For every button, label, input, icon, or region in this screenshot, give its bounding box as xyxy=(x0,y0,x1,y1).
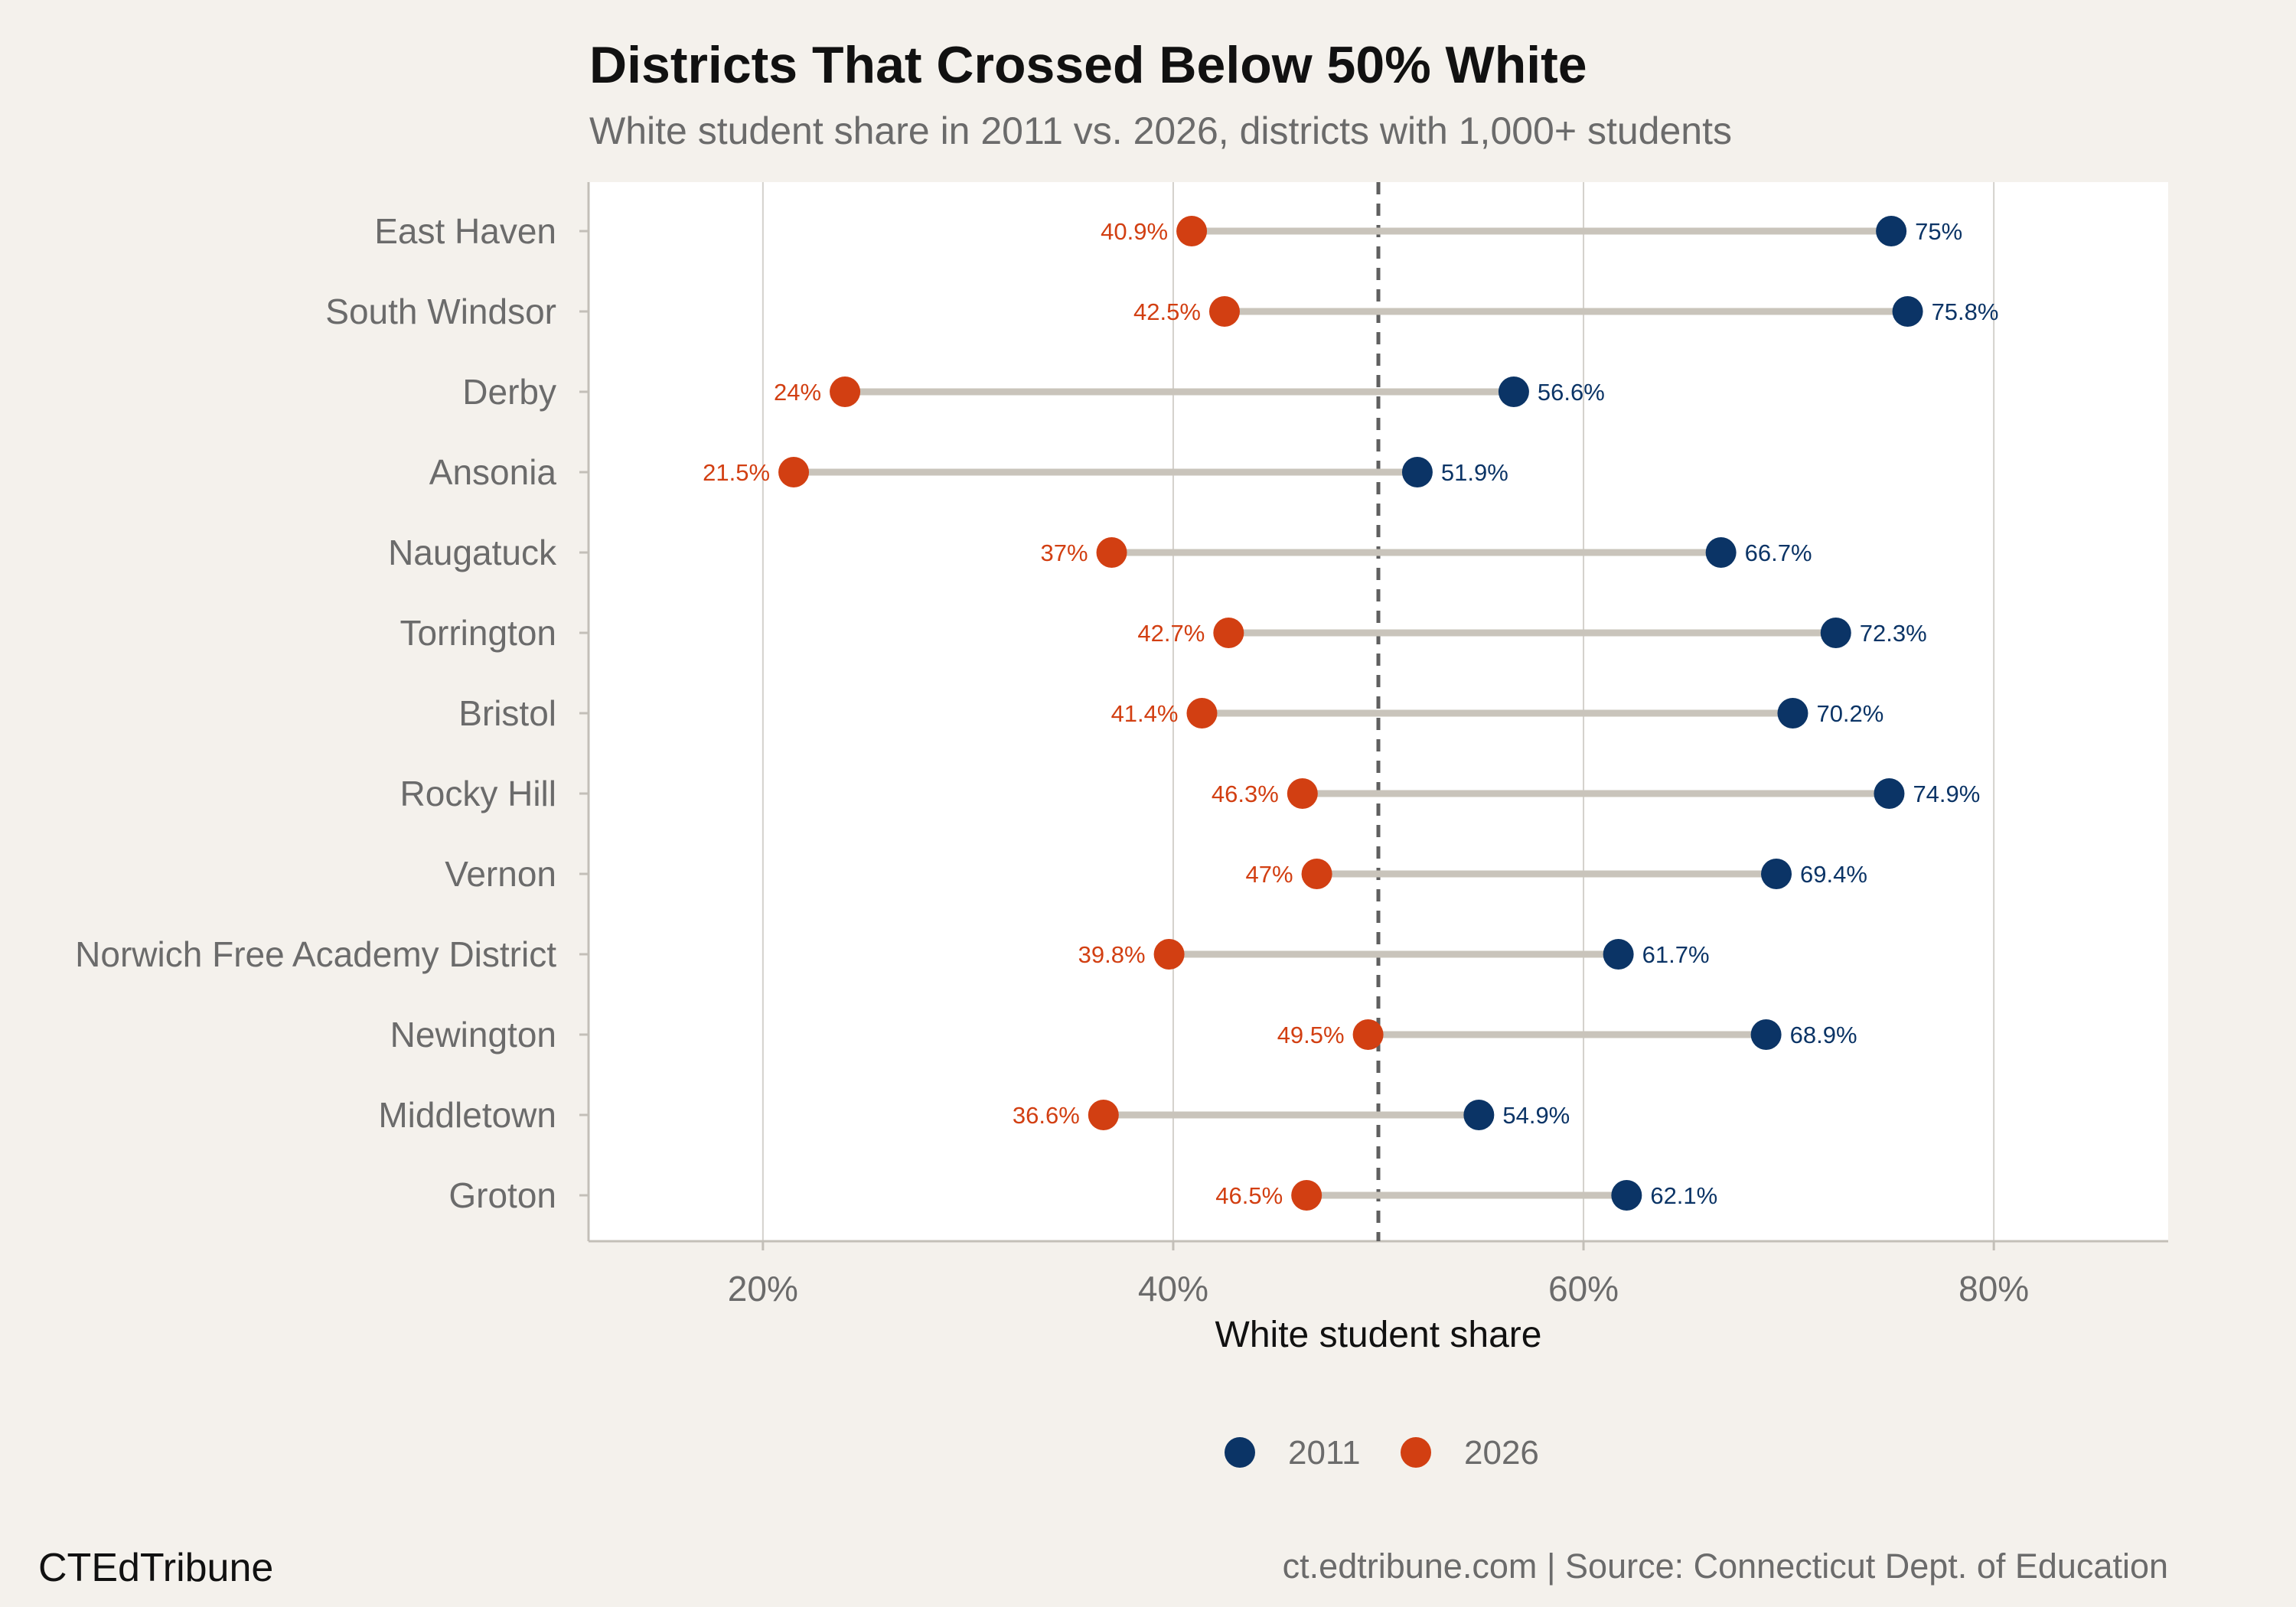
point-2026 xyxy=(1291,1180,1322,1211)
data-label-2011: 54.9% xyxy=(1502,1102,1570,1129)
point-2026 xyxy=(1153,939,1185,970)
x-tick-label: 20% xyxy=(728,1269,798,1309)
point-2026 xyxy=(830,376,861,407)
point-2026 xyxy=(1352,1019,1384,1050)
legend-label-2026: 2026 xyxy=(1464,1434,1539,1472)
data-label-2026: 46.3% xyxy=(1212,781,1279,807)
brand-label: CTEdTribune xyxy=(38,1546,273,1590)
data-label-2026: 47% xyxy=(1246,861,1293,888)
point-2011 xyxy=(1463,1100,1495,1130)
point-2026 xyxy=(1176,216,1208,246)
data-label-2011: 66.7% xyxy=(1745,539,1812,566)
data-label-2026: 41.4% xyxy=(1111,700,1179,727)
point-2026 xyxy=(778,457,810,487)
category-label: Bristol xyxy=(458,693,556,733)
category-label: Norwich Free Academy District xyxy=(75,934,556,974)
point-2026 xyxy=(1208,296,1240,327)
legend-swatch-2011 xyxy=(1225,1437,1255,1468)
data-label-2026: 37% xyxy=(1040,539,1088,566)
category-label: Vernon xyxy=(445,854,556,894)
data-label-2011: 69.4% xyxy=(1800,861,1867,888)
point-2011 xyxy=(1777,698,1808,729)
point-2011 xyxy=(1874,778,1905,809)
category-label: Middletown xyxy=(378,1095,556,1135)
category-label: Derby xyxy=(462,372,556,412)
category-label: Naugatuck xyxy=(388,533,557,572)
point-2011 xyxy=(1498,376,1529,407)
point-2026 xyxy=(1088,1100,1119,1130)
data-label-2026: 39.8% xyxy=(1078,941,1146,968)
data-label-2026: 49.5% xyxy=(1277,1022,1345,1048)
x-tick-labels: 20% 40% 60% 80% xyxy=(728,1269,2029,1309)
data-label-2026: 42.5% xyxy=(1133,298,1201,325)
data-label-2026: 40.9% xyxy=(1101,218,1168,245)
data-label-2011: 75% xyxy=(1915,218,1962,245)
x-tick-label: 60% xyxy=(1548,1269,1619,1309)
data-label-2011: 68.9% xyxy=(1790,1022,1857,1048)
data-label-2026: 36.6% xyxy=(1013,1102,1080,1129)
point-2026 xyxy=(1301,859,1332,889)
data-label-2011: 56.6% xyxy=(1538,379,1605,406)
point-2011 xyxy=(1750,1019,1782,1050)
category-label: East Haven xyxy=(374,211,556,251)
point-2026 xyxy=(1186,698,1218,729)
data-label-2011: 72.3% xyxy=(1860,620,1927,647)
x-tick-label: 40% xyxy=(1138,1269,1208,1309)
point-2011 xyxy=(1603,939,1634,970)
category-label: Groton xyxy=(448,1175,556,1215)
data-label-2011: 62.1% xyxy=(1650,1182,1717,1209)
point-2026 xyxy=(1287,778,1318,809)
source-note: ct.edtribune.com | Source: Connecticut D… xyxy=(1283,1547,2168,1586)
data-label-2011: 51.9% xyxy=(1441,459,1508,486)
point-2011 xyxy=(1892,296,1923,327)
point-2011 xyxy=(1401,457,1433,487)
chart-subtitle: White student share in 2011 vs. 2026, di… xyxy=(589,109,1732,152)
data-label-2011: 74.9% xyxy=(1913,781,1980,807)
legend-label-2011: 2011 xyxy=(1288,1434,1361,1472)
data-label-2026: 46.5% xyxy=(1215,1182,1283,1209)
point-2011 xyxy=(1761,859,1792,889)
chart-title: Districts That Crossed Below 50% White xyxy=(589,36,1587,94)
data-label-2011: 75.8% xyxy=(1932,298,1999,325)
plot-marks: 75% 40.9% 75.8% 42.5% 56.6% 24% 51.9% 21.5% 66.7… xyxy=(703,216,1998,1211)
data-label-2026: 21.5% xyxy=(703,459,770,486)
data-label-2011: 70.2% xyxy=(1816,700,1883,727)
point-2011 xyxy=(1876,216,1907,246)
category-label: Ansonia xyxy=(429,452,557,492)
point-2011 xyxy=(1611,1180,1642,1211)
category-label: Newington xyxy=(390,1015,556,1054)
data-label-2011: 61.7% xyxy=(1642,941,1710,968)
legend-swatch-2026 xyxy=(1401,1437,1431,1468)
x-tick-label: 80% xyxy=(1958,1269,2029,1309)
point-2011 xyxy=(1705,537,1737,568)
category-label: Torrington xyxy=(400,613,556,653)
data-label-2026: 42.7% xyxy=(1137,620,1205,647)
x-axis-label: White student share xyxy=(1215,1315,1542,1355)
category-label: Rocky Hill xyxy=(400,774,556,813)
data-label-2026: 24% xyxy=(774,379,821,406)
legend: 2011 2026 xyxy=(1225,1434,1539,1472)
category-label: South Windsor xyxy=(325,292,556,331)
point-2026 xyxy=(1096,537,1127,568)
point-2011 xyxy=(1820,618,1851,648)
point-2026 xyxy=(1213,618,1244,648)
category-labels: East Haven South Windsor Derby Ansonia Nauga… xyxy=(75,211,557,1215)
